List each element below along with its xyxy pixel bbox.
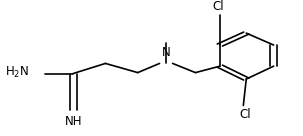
Text: Cl: Cl [239, 108, 251, 121]
Text: NH: NH [65, 115, 82, 128]
Text: N: N [162, 46, 171, 59]
Text: Cl: Cl [213, 0, 224, 13]
Text: H$_2$N: H$_2$N [5, 65, 29, 80]
